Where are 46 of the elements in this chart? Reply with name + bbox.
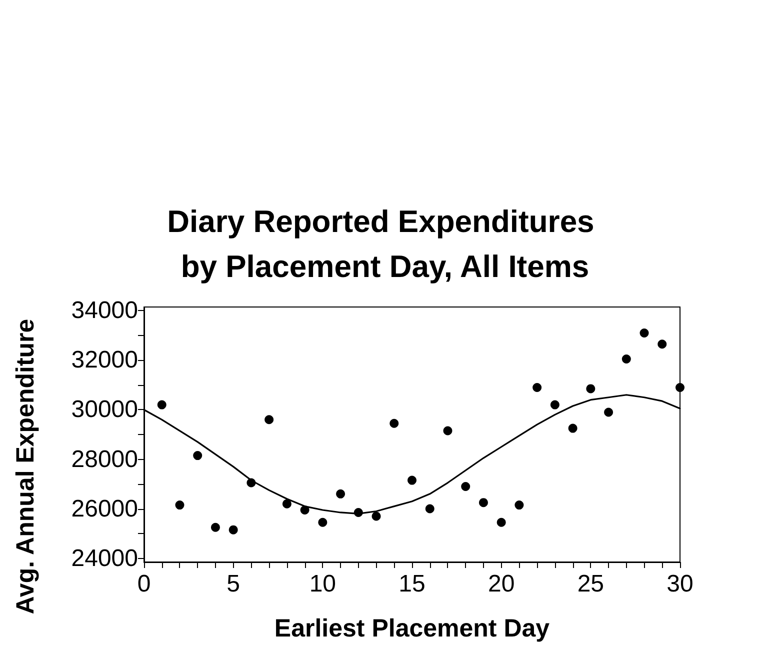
point bbox=[550, 400, 560, 410]
point bbox=[193, 451, 202, 460]
point bbox=[282, 499, 292, 508]
point bbox=[640, 328, 649, 338]
point bbox=[478, 498, 488, 508]
point bbox=[354, 508, 363, 517]
point bbox=[336, 489, 346, 498]
y-tick-label: 32000 bbox=[71, 346, 138, 374]
x-tick-label: 10 bbox=[309, 570, 336, 598]
point bbox=[408, 476, 416, 485]
point bbox=[425, 504, 434, 514]
point bbox=[210, 522, 220, 532]
point bbox=[568, 424, 578, 433]
y-tick-label: 28000 bbox=[71, 446, 138, 473]
x-tick-label: 30 bbox=[666, 570, 694, 598]
point bbox=[175, 500, 184, 510]
point bbox=[461, 482, 470, 491]
y-tick-label: 26000 bbox=[71, 495, 138, 522]
point bbox=[443, 426, 452, 436]
point bbox=[390, 418, 399, 428]
y-tick-label: 24000 bbox=[71, 544, 138, 572]
point bbox=[246, 478, 256, 488]
x-axis-title: Earliest Placement Day bbox=[274, 614, 550, 642]
x-tick-label: 15 bbox=[398, 570, 426, 598]
point bbox=[228, 525, 238, 534]
point bbox=[622, 354, 631, 364]
point bbox=[300, 506, 310, 515]
point bbox=[157, 400, 166, 410]
point bbox=[658, 340, 667, 349]
point bbox=[586, 384, 596, 394]
point bbox=[604, 408, 614, 417]
point bbox=[514, 500, 524, 510]
x-tick-label: 25 bbox=[577, 570, 604, 598]
point bbox=[676, 382, 684, 392]
x-tick-label: 20 bbox=[488, 570, 515, 598]
y-tick-label: 34000 bbox=[71, 297, 138, 324]
point bbox=[496, 518, 506, 527]
point bbox=[264, 415, 274, 424]
x-tick-label: 0 bbox=[137, 570, 151, 598]
chart-title: Diary Reported Expenditures by Placement Day, All Items bbox=[167, 204, 603, 284]
point bbox=[372, 512, 381, 521]
x-tick-label: 5 bbox=[226, 570, 240, 598]
y-tick-label: 30000 bbox=[71, 396, 138, 424]
y-axis-title: Avg. Annual Expenditure bbox=[12, 318, 40, 614]
point bbox=[532, 382, 542, 392]
point bbox=[318, 518, 328, 527]
